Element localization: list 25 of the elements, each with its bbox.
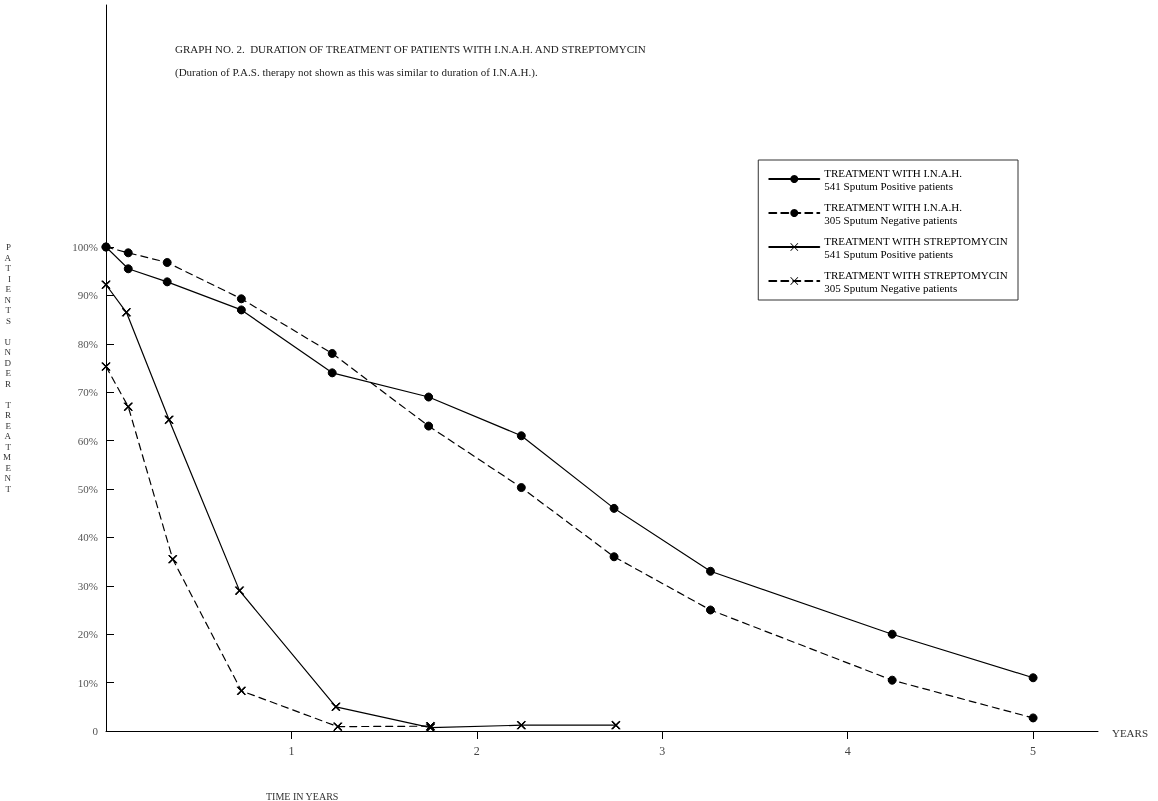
- text: YEARS: [1111, 726, 1148, 739]
- legend-label: TREATMENT WITH I.N.A.H. 541 Sputum Positive patients: [824, 166, 963, 192]
- y-tick-label: 90%: [77, 289, 98, 302]
- text: (Duration of P.A.S. therapy not shown as this was similar to duration of I.N.A.H.).: [175, 65, 538, 79]
- x-tick-label: 4: [844, 744, 851, 758]
- x-tick-label: 3: [659, 744, 666, 758]
- text: GRAPH NO. 2. DURATION OF TREATMENT OF PATIENTS WITH I.N.A.H. AND STREPTOMYCIN: [175, 42, 646, 55]
- x-tick-label: 5: [1030, 744, 1037, 758]
- y-tick-label: 100%: [72, 241, 98, 253]
- y-tick-label: 40%: [77, 531, 98, 544]
- legend-label: TREATMENT WITH I.N.A.H. 305 Sputum Negative patients: [824, 200, 963, 226]
- legend-label: TREATMENT WITH STREPTOMYCIN 305 Sputum Negative patients: [824, 268, 1008, 294]
- legend-label: TREATMENT WITH STREPTOMYCIN 541 Sputum Positive patients: [824, 234, 1008, 260]
- x-tick-label: 2: [473, 744, 480, 758]
- y-tick-label: 80%: [77, 337, 98, 350]
- y-tick-label: 60%: [77, 434, 98, 447]
- text: PATIENTS UNDER TREATMENT: [2, 242, 11, 494]
- x-axis-title: TIME IN YEARS: [266, 790, 339, 801]
- y-tick-label: 70%: [77, 386, 98, 399]
- x-tick-label: 1: [288, 744, 295, 758]
- y-tick-label: 50%: [77, 483, 98, 495]
- y-tick-label: 30%: [77, 579, 98, 592]
- y-tick-label: 0: [92, 725, 99, 737]
- y-tick-label: 20%: [77, 628, 98, 641]
- y-tick-label: 10%: [77, 676, 98, 689]
